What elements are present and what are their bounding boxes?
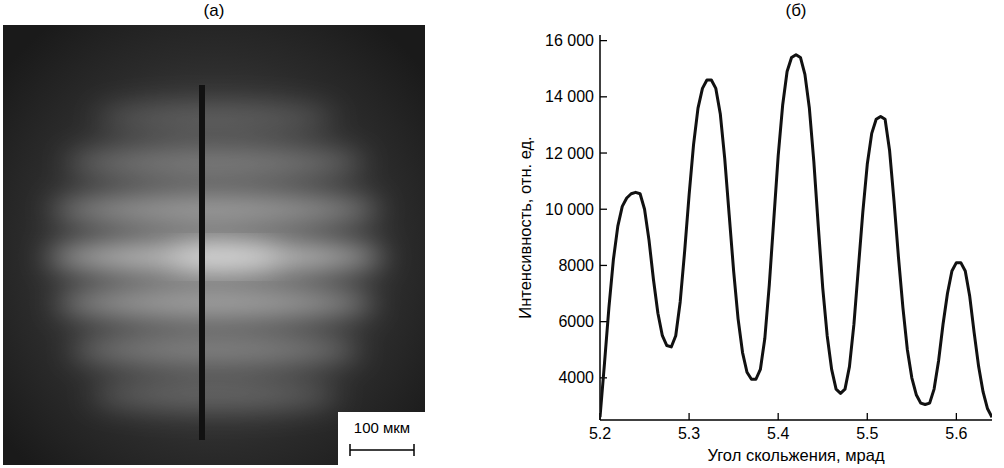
- axes: 4000 6000 8000 10 000 12 000 14 000 16 000 5.2 5…: [545, 32, 992, 442]
- fringe: [45, 243, 385, 271]
- fringe: [55, 289, 375, 317]
- scale-bar-end: [349, 444, 351, 456]
- fringes: [45, 104, 385, 409]
- intensity-line: [600, 55, 992, 418]
- y-tick: [600, 321, 607, 322]
- x-tick: [867, 413, 868, 420]
- x-axis-line: [600, 419, 992, 421]
- fringe: [50, 196, 380, 224]
- image-background: [3, 25, 425, 465]
- y-tick-label: 8000: [558, 257, 594, 274]
- fringe: [90, 381, 340, 409]
- x-tick-label: 5.3: [678, 425, 700, 442]
- x-tick-label: 5.6: [945, 425, 967, 442]
- panel-label: (б): [785, 1, 806, 20]
- x-tick: [688, 413, 689, 420]
- plot-area: [600, 55, 992, 418]
- y-tick: [600, 96, 607, 97]
- fringe-image: [3, 25, 425, 465]
- scale-bar-label: 100 мкм: [354, 419, 410, 436]
- x-tick-label: 5.5: [856, 425, 878, 442]
- y-tick-label: 4000: [558, 369, 594, 386]
- fringe-core: [170, 245, 280, 269]
- y-tick: [600, 40, 607, 41]
- x-axis-title: Угол скольжения, мрад: [707, 446, 884, 464]
- y-axis-line: [599, 35, 601, 420]
- y-tick: [600, 265, 607, 266]
- fringe: [95, 104, 335, 132]
- x-tick-label: 5.2: [589, 425, 611, 442]
- y-tick-label: 6000: [558, 313, 594, 330]
- scale-bar-line: [350, 449, 414, 451]
- x-tick: [778, 413, 779, 420]
- y-tick-label: 16 000: [545, 32, 594, 49]
- y-tick-label: 12 000: [545, 145, 594, 162]
- y-axis-title: Интенсивность, отн. ед.: [516, 136, 534, 318]
- scale-bar: 100 мкм: [338, 412, 425, 465]
- section-line: [199, 85, 205, 440]
- y-tick-label: 10 000: [545, 201, 594, 218]
- panel-label: (а): [204, 1, 225, 20]
- x-tick-label: 5.4: [767, 425, 789, 442]
- y-tick-label: 14 000: [545, 88, 594, 105]
- scale-bar-box: [338, 412, 425, 465]
- fringe: [70, 336, 360, 364]
- x-tick: [956, 413, 957, 420]
- y-tick: [600, 152, 607, 153]
- figure: 100 мкм (а) (б) 4000 6000 8000 10 000 12 000 14 …: [0, 0, 1004, 468]
- scale-bar-end: [413, 444, 415, 456]
- fringe: [65, 149, 365, 177]
- y-tick: [600, 209, 607, 210]
